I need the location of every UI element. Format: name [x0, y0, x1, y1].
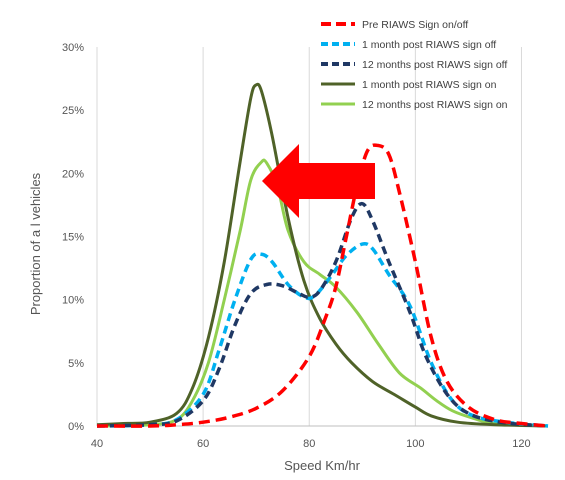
series-line-3: [96, 82, 549, 428]
legend: Pre RIAWS Sign on/off 1 month post RIAWS …: [321, 19, 508, 111]
y-axis-title: Proportion of a l vehicles: [28, 172, 43, 315]
legend-label: 12 months post RIAWS sign off: [362, 59, 507, 71]
gridlines: [96, 47, 522, 426]
y-tick-label: 30%: [62, 42, 84, 54]
x-axis-title: Speed Km/hr: [284, 458, 361, 473]
x-tick-label: 60: [197, 438, 209, 450]
x-axis-ticks: 40 60 80 100 120: [91, 438, 531, 450]
arrow-shape: [262, 144, 375, 218]
x-tick-label: 80: [303, 438, 315, 450]
y-tick-label: 20%: [62, 168, 84, 180]
y-axis-ticks: 0% 5% 10% 15% 20% 25% 30%: [62, 42, 84, 433]
y-tick-label: 10%: [62, 295, 84, 307]
legend-label: Pre RIAWS Sign on/off: [362, 19, 468, 31]
y-tick-label: 15%: [62, 232, 84, 244]
y-tick-label: 0%: [68, 421, 84, 433]
red-arrow-annotation: [262, 144, 375, 218]
series-line-1: [96, 241, 549, 428]
series-line-2: [96, 201, 549, 428]
x-tick-label: 40: [91, 438, 103, 450]
x-tick-label: 100: [406, 438, 424, 450]
legend-label: 1 month post RIAWS sign on: [362, 79, 497, 91]
legend-label: 12 months post RIAWS sign on: [362, 99, 508, 111]
y-tick-label: 25%: [62, 105, 84, 117]
series-lines: [96, 82, 549, 428]
legend-label: 1 month post RIAWS sign off: [362, 39, 496, 51]
x-tick-label: 120: [512, 438, 530, 450]
y-tick-label: 5%: [68, 358, 84, 370]
